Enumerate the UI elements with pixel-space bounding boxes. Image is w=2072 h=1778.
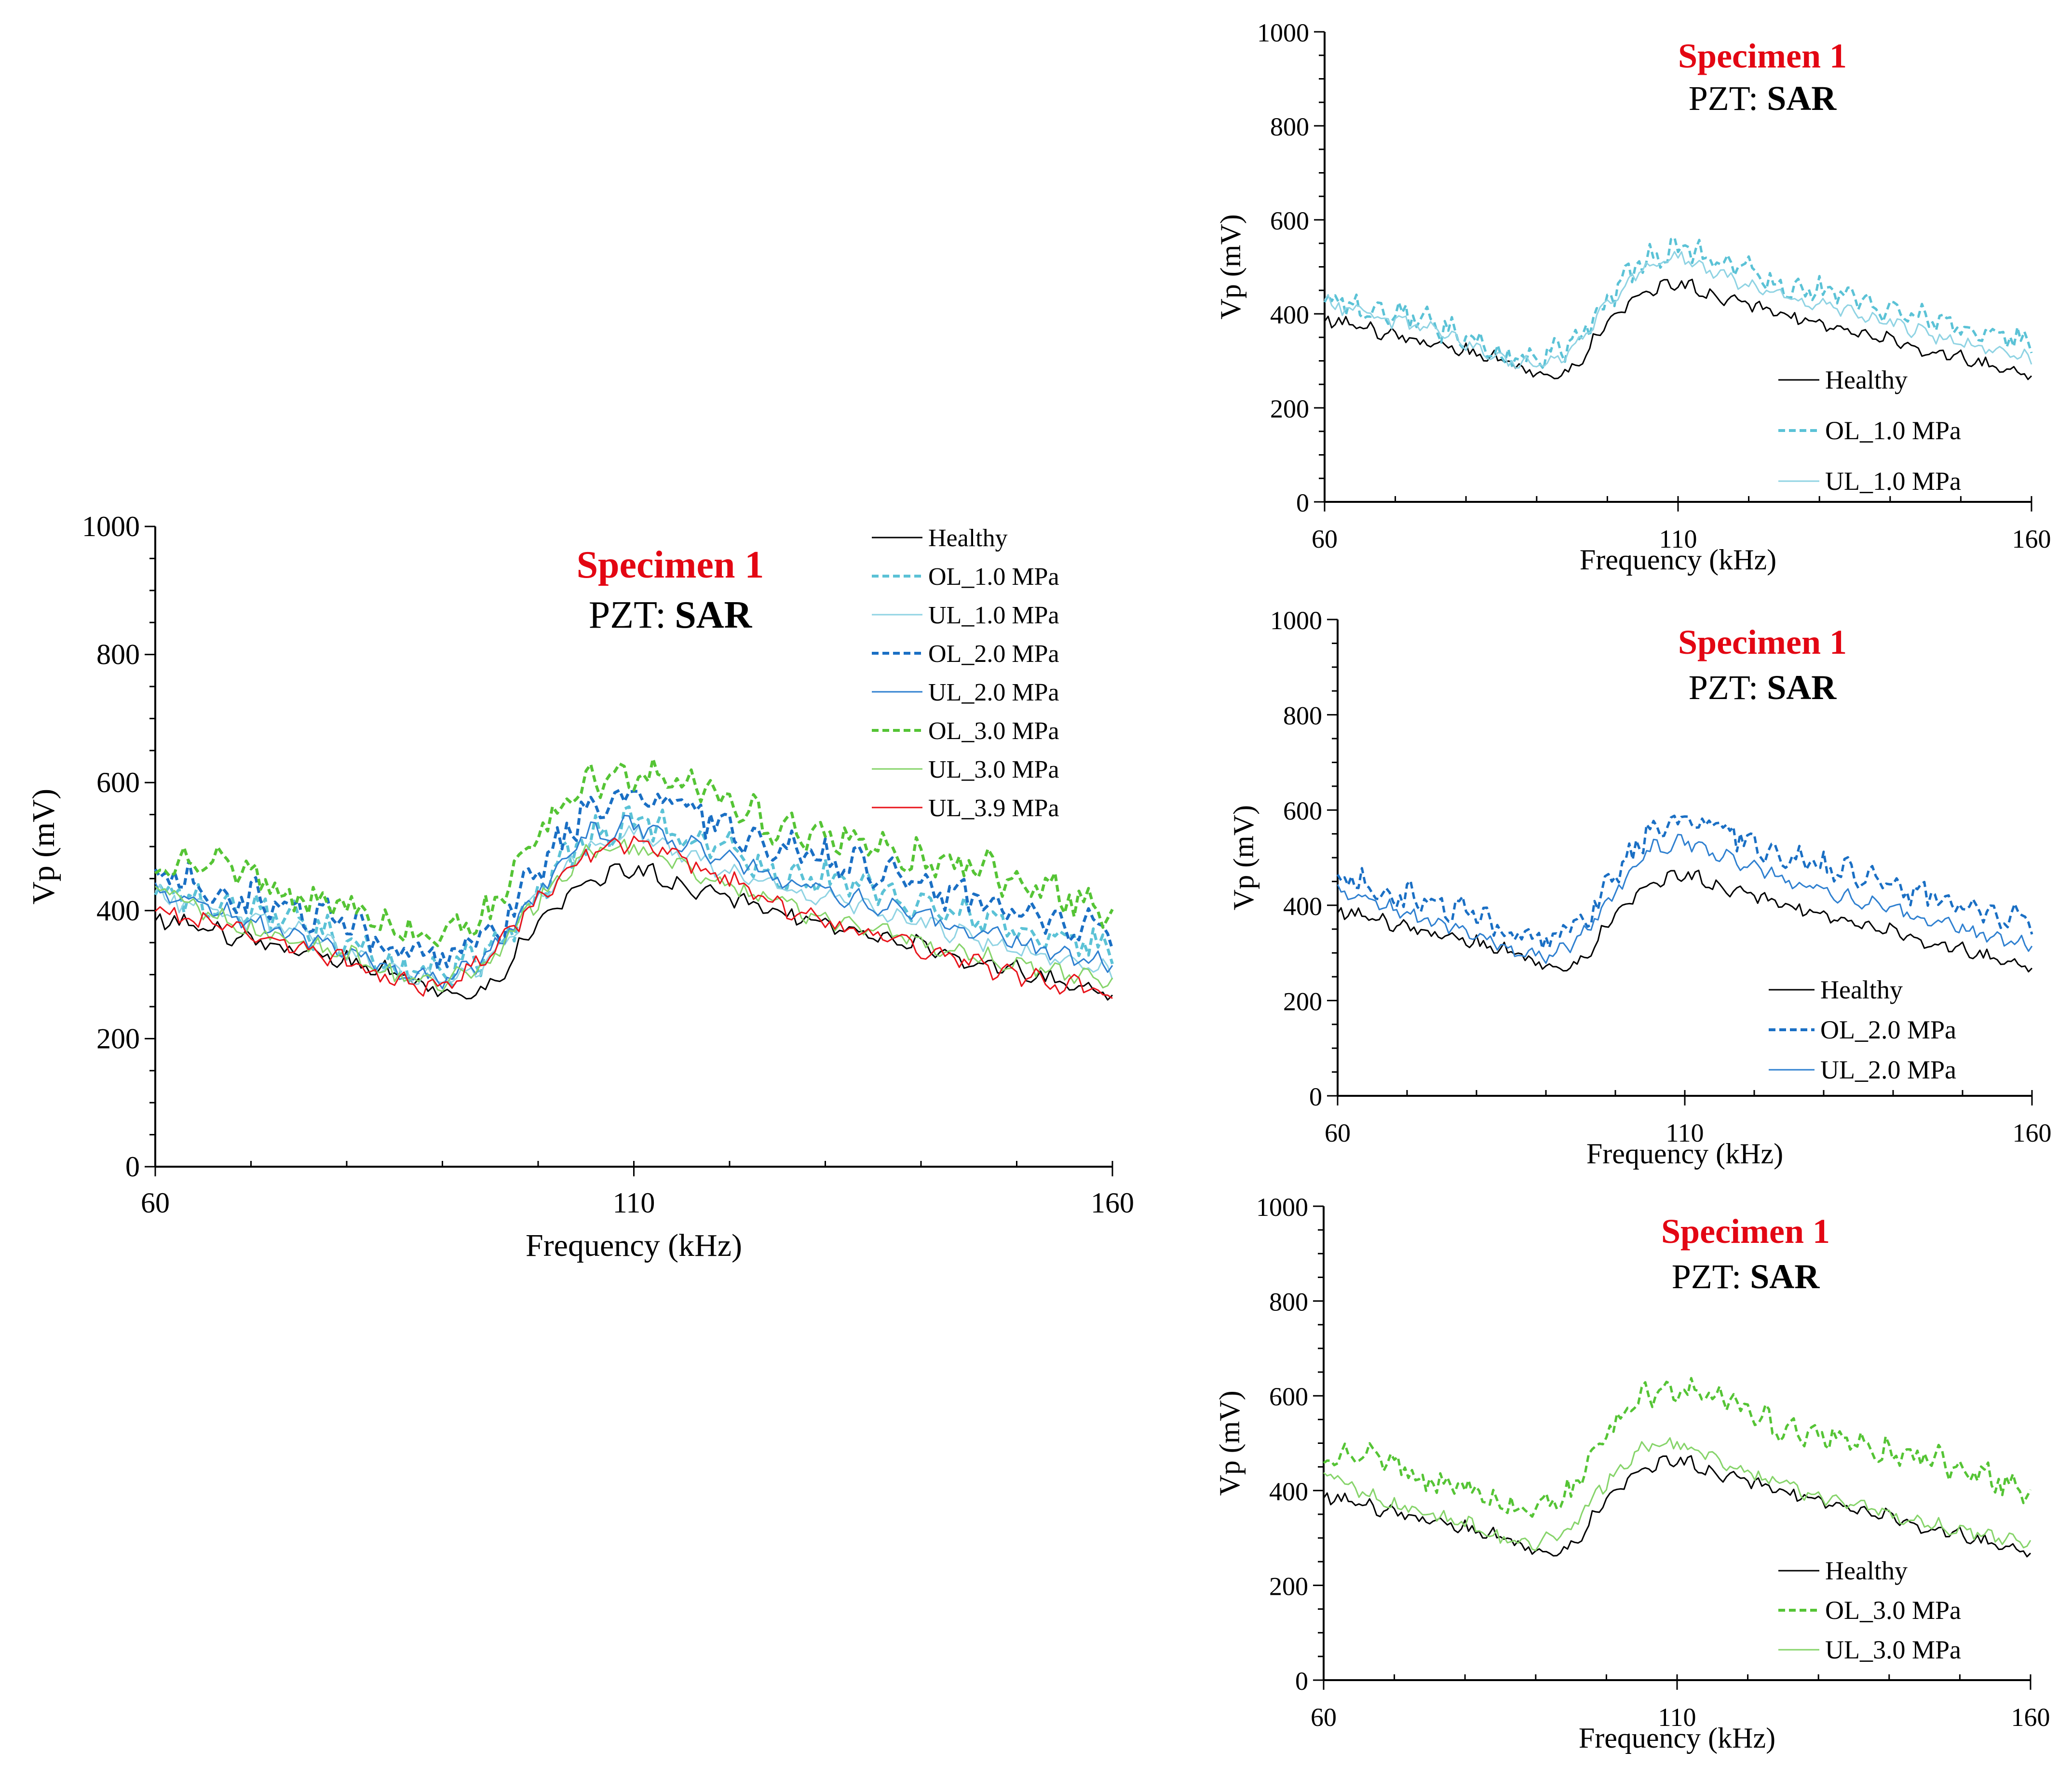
chart-title: Specimen 1 <box>1678 37 1847 75</box>
x-axis-title: Frequency (kHz) <box>1580 544 1776 576</box>
series-line-healthy <box>1337 869 2033 973</box>
legend-label: UL_3.0 MPa <box>928 756 1059 783</box>
x-tick-label: 110 <box>613 1187 655 1219</box>
y-tick-label: 200 <box>96 1023 140 1054</box>
x-tick-label: 160 <box>2011 1703 2050 1732</box>
x-axis-title: Frequency (kHz) <box>1586 1138 1783 1170</box>
chart-subtitle: PZT: SAR <box>1689 668 1837 707</box>
y-tick-label: 600 <box>96 767 140 798</box>
series-line-ul-3-9-mpa <box>154 835 1113 999</box>
chart-subtitle: PZT: SAR <box>589 594 753 636</box>
chart-title: Specimen 1 <box>1678 623 1847 661</box>
series-line-healthy <box>1323 1455 2031 1558</box>
subtitle-bold: SAR <box>1767 79 1837 118</box>
legend-label: OL_3.0 MPa <box>928 717 1059 745</box>
series-line-ol-3-0-mpa <box>154 757 1114 947</box>
x-tick-label: 60 <box>141 1187 170 1219</box>
chart-subtitle: PZT: SAR <box>1672 1257 1820 1296</box>
y-axis-title: Vp (mV) <box>1228 805 1259 910</box>
legend-label: UL_2.0 MPa <box>928 679 1059 706</box>
chart-subtitle: PZT: SAR <box>1689 79 1837 118</box>
y-tick-label: 0 <box>1295 1667 1308 1696</box>
y-tick-label: 1000 <box>1256 1193 1308 1222</box>
y-tick-label: 800 <box>96 639 140 671</box>
y-tick-label: 200 <box>1283 987 1322 1016</box>
legend-label: UL_1.0 MPa <box>1825 467 1961 496</box>
legend-label: OL_3.0 MPa <box>1825 1596 1961 1625</box>
y-axis-title: Vp (mV) <box>1214 1390 1246 1495</box>
chart-s1: 0 200 400 600 800 1000 60 110 160 Frequency (kHz)… <box>1215 18 2051 576</box>
y-tick-label: 800 <box>1269 1288 1308 1317</box>
subtitle-bold: SAR <box>675 594 752 636</box>
legend-label: Healthy <box>1825 365 1908 394</box>
chart-title: Specimen 1 <box>1661 1212 1830 1251</box>
legend-label: UL_3.0 MPa <box>1825 1635 1961 1664</box>
y-tick-label: 600 <box>1283 796 1322 825</box>
legend-label: Healthy <box>1820 975 1903 1004</box>
y-tick-label: 400 <box>1269 1477 1308 1506</box>
y-tick-label: 800 <box>1270 112 1309 141</box>
legend-label: OL_1.0 MPa <box>1825 416 1961 445</box>
x-axis-title: Frequency (kHz) <box>1579 1722 1775 1754</box>
y-tick-label: 1000 <box>1270 606 1322 635</box>
y-tick-label: 0 <box>125 1151 140 1183</box>
y-tick-label: 600 <box>1270 206 1309 235</box>
x-tick-label: 160 <box>1091 1187 1134 1219</box>
series-line-ul-1-0-mpa <box>1324 251 2032 369</box>
x-tick-label: 60 <box>1311 1703 1337 1732</box>
x-tick-label: 160 <box>2013 1118 2052 1147</box>
x-tick-label: 160 <box>2012 525 2051 553</box>
legend-label: OL_2.0 MPa <box>928 640 1059 668</box>
legend-label: Healthy <box>1825 1556 1908 1585</box>
x-tick-label: 60 <box>1325 1118 1351 1147</box>
legend-label: OL_2.0 MPa <box>1820 1015 1956 1044</box>
series-line-ol-3-0-mpa <box>1323 1377 2032 1518</box>
y-tick-label: 0 <box>1296 488 1309 517</box>
legend-label: UL_3.9 MPa <box>928 795 1059 822</box>
legend-label: Healthy <box>928 525 1008 552</box>
y-tick-label: 400 <box>1270 300 1309 329</box>
series-line-ul-2-0-mpa <box>154 815 1113 989</box>
subtitle-bold: SAR <box>1750 1257 1820 1296</box>
series-line-ul-3-0-mpa <box>155 838 1113 992</box>
y-tick-label: 1000 <box>82 511 140 542</box>
y-tick-label: 1000 <box>1257 18 1309 47</box>
y-tick-label: 800 <box>1283 701 1322 730</box>
x-axis-title: Frequency (kHz) <box>526 1228 742 1263</box>
subtitle-prefix: PZT: <box>1672 1257 1741 1296</box>
y-tick-label: 400 <box>1283 892 1322 921</box>
legend-label: UL_2.0 MPa <box>1820 1055 1956 1084</box>
y-tick-label: 400 <box>96 895 140 927</box>
y-axis-title: Vp (mV) <box>1215 214 1246 319</box>
y-tick-label: 200 <box>1269 1572 1308 1601</box>
subtitle-bold: SAR <box>1767 668 1837 707</box>
series-line-ul-2-0-mpa <box>1337 834 2033 964</box>
series-line-ul-3-0-mpa <box>1323 1437 2031 1551</box>
y-tick-label: 600 <box>1269 1382 1308 1411</box>
x-tick-label: 110 <box>1666 1118 1704 1147</box>
subtitle-prefix: PZT: <box>589 594 666 636</box>
series-line-ol-2-0-mpa <box>1336 814 2033 950</box>
subtitle-prefix: PZT: <box>1689 79 1758 118</box>
chart-main: 0 200 400 600 800 1000 60 110 160 Frequency (kHz)… <box>26 511 1134 1263</box>
x-tick-label: 110 <box>1658 1703 1696 1732</box>
chart-s2: 0 200 400 600 800 1000 60 110 160 Frequency (kHz)… <box>1228 606 2052 1170</box>
chart-title: Specimen 1 <box>577 544 764 586</box>
y-axis-title: Vp (mV) <box>26 789 61 904</box>
y-tick-label: 0 <box>1309 1082 1322 1111</box>
legend-label: OL_1.0 MPa <box>928 563 1059 591</box>
legend-label: UL_1.0 MPa <box>928 602 1059 629</box>
subtitle-prefix: PZT: <box>1689 668 1758 707</box>
x-tick-label: 60 <box>1312 525 1338 553</box>
series-line-ol-1-0-mpa <box>1323 236 2033 370</box>
y-tick-label: 200 <box>1270 394 1309 423</box>
x-tick-label: 110 <box>1659 525 1697 553</box>
chart-s3: 0 200 400 600 800 1000 60 110 160 Frequency (kHz)… <box>1214 1193 2050 1754</box>
